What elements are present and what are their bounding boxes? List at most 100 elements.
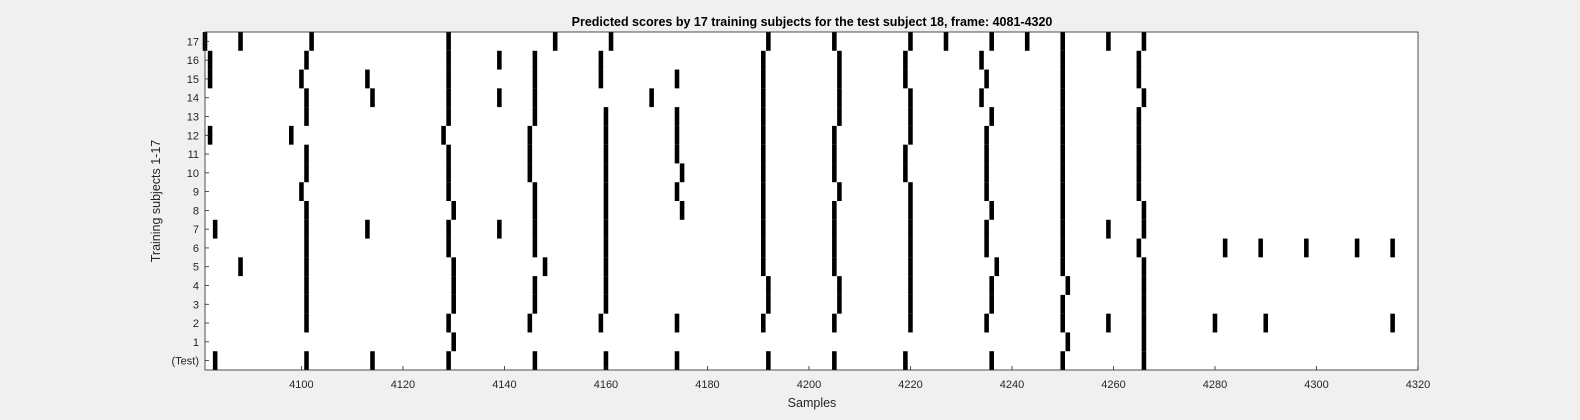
event-mark xyxy=(451,201,456,220)
event-mark xyxy=(497,88,502,108)
event-mark xyxy=(674,313,680,333)
y-tick-label: 6 xyxy=(193,243,199,255)
event-mark xyxy=(532,201,538,220)
event-mark xyxy=(832,201,837,220)
y-tick-label: 2 xyxy=(193,318,199,330)
event-mark xyxy=(1390,313,1395,333)
event-mark xyxy=(1390,238,1395,258)
event-mark xyxy=(761,163,766,183)
event-mark xyxy=(761,88,766,108)
event-mark xyxy=(446,238,451,258)
event-mark xyxy=(984,69,989,89)
event-mark xyxy=(674,351,680,370)
x-tick-label: 4300 xyxy=(1304,379,1328,391)
x-tick-label: 4160 xyxy=(594,379,618,391)
event-mark xyxy=(446,107,451,126)
event-mark xyxy=(532,294,538,314)
event-mark xyxy=(532,219,538,239)
y-tick-label: 9 xyxy=(193,187,199,199)
y-tick-label: 12 xyxy=(187,130,199,142)
event-mark xyxy=(1212,313,1218,333)
event-mark xyxy=(304,107,309,126)
event-mark xyxy=(309,32,314,51)
y-tick-label: 1 xyxy=(193,337,199,349)
y-tick-label: 5 xyxy=(193,262,199,274)
event-mark xyxy=(766,351,771,370)
event-mark xyxy=(212,219,218,239)
event-mark xyxy=(832,238,837,258)
event-mark xyxy=(446,88,451,108)
event-mark xyxy=(674,144,680,164)
event-mark xyxy=(761,257,766,277)
event-mark xyxy=(674,182,680,201)
event-mark xyxy=(1060,351,1066,370)
event-mark xyxy=(598,313,604,333)
event-mark xyxy=(908,313,913,333)
event-mark xyxy=(1060,182,1066,201)
plot-frame xyxy=(204,31,1419,371)
event-mark xyxy=(908,276,913,295)
event-mark xyxy=(289,125,294,145)
x-tick-label: 4100 xyxy=(289,379,313,391)
event-mark xyxy=(598,69,604,89)
event-mark xyxy=(497,219,502,239)
event-mark xyxy=(542,257,548,277)
event-mark xyxy=(1141,201,1147,220)
event-mark xyxy=(304,313,309,333)
event-mark xyxy=(989,294,994,314)
event-mark xyxy=(984,313,989,333)
event-mark xyxy=(1136,125,1142,145)
x-tick-label: 4260 xyxy=(1101,379,1125,391)
event-mark xyxy=(679,201,685,220)
event-mark xyxy=(207,50,213,70)
event-mark xyxy=(603,182,609,201)
event-mark xyxy=(832,32,837,51)
x-tick-label: 4120 xyxy=(391,379,415,391)
event-mark xyxy=(979,50,984,70)
event-mark xyxy=(603,201,609,220)
event-mark xyxy=(603,107,609,126)
event-mark xyxy=(207,125,213,145)
event-mark xyxy=(761,125,766,145)
event-mark xyxy=(984,238,989,258)
event-mark xyxy=(761,219,766,239)
event-mark xyxy=(608,32,614,51)
event-mark xyxy=(1060,163,1066,183)
event-mark xyxy=(532,276,538,295)
x-tick-label: 4240 xyxy=(1000,379,1024,391)
event-mark xyxy=(1060,294,1066,314)
event-mark xyxy=(1060,32,1066,51)
event-mark xyxy=(1060,88,1066,108)
chart-title: Predicted scores by 17 training subjects… xyxy=(572,15,1053,29)
event-mark xyxy=(238,32,243,51)
event-mark xyxy=(837,107,842,126)
event-mark xyxy=(1060,238,1066,258)
event-mark xyxy=(1136,69,1142,89)
event-mark xyxy=(212,351,218,370)
event-mark xyxy=(532,50,538,70)
event-mark xyxy=(989,107,994,126)
y-tick-label: 8 xyxy=(193,205,199,217)
event-mark xyxy=(832,144,837,164)
event-mark xyxy=(446,219,451,239)
event-mark xyxy=(451,276,456,295)
y-tick-label: 3 xyxy=(193,299,199,311)
event-mark xyxy=(1141,257,1147,277)
event-mark xyxy=(532,107,538,126)
event-mark xyxy=(837,182,842,201)
event-mark xyxy=(1106,32,1111,51)
event-mark xyxy=(761,201,766,220)
event-mark xyxy=(446,163,451,183)
event-marks xyxy=(202,32,1395,370)
event-mark xyxy=(451,257,456,277)
event-mark xyxy=(1065,332,1071,352)
event-mark xyxy=(598,50,604,70)
event-mark xyxy=(1106,219,1111,239)
event-mark xyxy=(837,50,842,70)
event-mark xyxy=(1141,351,1147,370)
x-tick-label: 4320 xyxy=(1406,379,1430,391)
event-mark xyxy=(446,69,451,89)
event-mark xyxy=(837,294,842,314)
event-mark xyxy=(527,163,533,183)
event-mark xyxy=(989,32,994,51)
